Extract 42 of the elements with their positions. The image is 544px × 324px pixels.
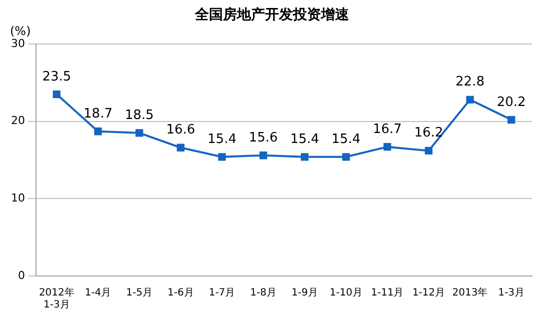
point — [508, 116, 516, 124]
data-label: 18.5 — [124, 108, 154, 123]
x-tick-label: 1-5月 — [126, 288, 153, 299]
point — [94, 128, 102, 136]
point — [136, 129, 144, 137]
data-label: 16.2 — [414, 126, 444, 141]
point — [260, 152, 268, 160]
data-label: 15.4 — [332, 132, 360, 147]
point — [466, 96, 474, 104]
point — [52, 90, 60, 98]
x-tick-label: 1-11月 — [370, 288, 404, 299]
data-label: 15.4 — [290, 132, 320, 147]
x-tick-label: 1-7月 — [208, 288, 236, 299]
y-tick-label: 0 — [18, 268, 25, 282]
x-tick-label: 1-9月 — [291, 288, 318, 299]
x-tick-label: 1-6月 — [167, 288, 194, 299]
data-label: 16.6 — [166, 122, 196, 138]
x-tick-label: 2013年 — [452, 286, 488, 299]
y-tick-label: 10 — [10, 192, 25, 205]
data-label: 15.4 — [208, 132, 236, 147]
x-tick-label: 1-8月 — [250, 288, 277, 299]
data-label: 20.2 — [496, 94, 526, 110]
y-tick-label: 30 — [10, 36, 25, 50]
point — [342, 153, 350, 161]
point — [424, 146, 432, 155]
point — [300, 153, 308, 161]
x-tick-label: 1-3月 — [498, 288, 525, 299]
point — [384, 143, 392, 151]
x-tick-label: 1-12月 — [412, 288, 446, 299]
point — [218, 153, 226, 161]
data-label: 22.8 — [456, 74, 484, 90]
y-axis-title: (%) — [10, 24, 31, 38]
chart-title: 全国房地产开发投资增速 — [194, 6, 350, 24]
x-tick-label: 1-4月 — [84, 288, 112, 299]
point — [176, 144, 184, 152]
y-tick-label: 20 — [10, 114, 25, 128]
data-label: 16.7 — [372, 122, 402, 137]
x-tick-label: 1-10月 — [330, 288, 362, 299]
data-label: 15.6 — [248, 130, 278, 146]
x-tick-label: 2012年 1-3月 — [38, 286, 74, 311]
data-label: 18.7 — [84, 106, 112, 122]
data-label: 23.5 — [42, 69, 72, 84]
